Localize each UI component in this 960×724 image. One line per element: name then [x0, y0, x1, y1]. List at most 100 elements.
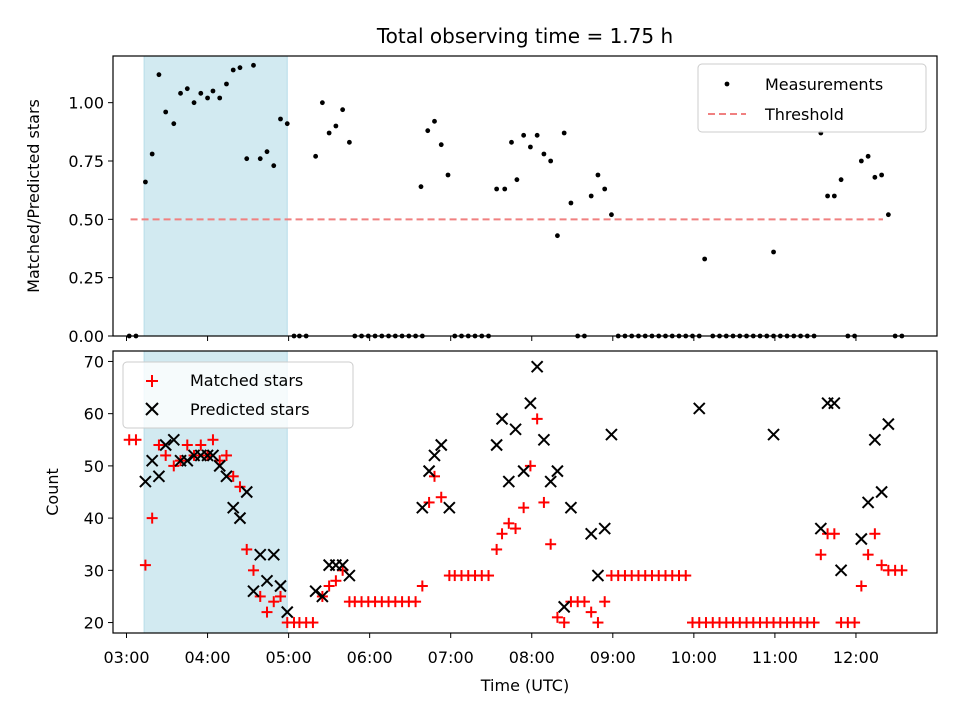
matched-star-point [531, 413, 543, 425]
measurement-point [865, 153, 871, 159]
top-x-ticks [126, 336, 857, 341]
matched-star-point [518, 502, 530, 514]
top-legend-frame [697, 63, 927, 133]
measurement-point [831, 193, 837, 199]
top-legend: Measurements Threshold [697, 63, 927, 133]
measurement-point [251, 62, 256, 68]
legend-predicted-stars-marker [145, 402, 159, 416]
measurement-point [609, 212, 614, 218]
bottom-y-tick-label: 40 [84, 509, 104, 528]
top-panel: 0.00 0.25 0.50 0.75 1.00 Total observing tim… [24, 24, 938, 346]
measurement-point [494, 186, 500, 192]
measurement-point [438, 142, 444, 148]
top-y-ticks: 0.00 0.25 0.50 0.75 1.00 [68, 94, 113, 346]
matched-star-point [578, 596, 590, 608]
matched-star-point [247, 564, 259, 576]
predicted-star-point [814, 522, 828, 535]
matched-star-point [849, 617, 861, 629]
predicted-star-point [206, 449, 220, 462]
measurement-point [568, 200, 574, 206]
measurement-point [879, 172, 885, 178]
predicted-star-point [502, 475, 515, 488]
measurement-point [237, 65, 243, 71]
measurement-point [858, 158, 864, 164]
measurement-point [418, 184, 424, 190]
top-y-tick-label: 1.00 [68, 94, 104, 113]
measurement-point [885, 212, 891, 218]
matched-star-point [435, 491, 447, 503]
predicted-star-point [584, 527, 598, 540]
measurement-point [528, 144, 533, 150]
predicted-star-point [416, 501, 429, 514]
matched-star-point [160, 449, 172, 461]
measurement-point [502, 186, 508, 192]
predicted-star-point [875, 485, 888, 499]
measurement-point [184, 86, 190, 92]
matched-star-point [227, 470, 239, 482]
measurement-point [561, 130, 567, 136]
bottom-y-tick-label: 60 [84, 405, 104, 424]
measurement-point [284, 121, 290, 127]
matched-star-point [139, 559, 151, 571]
predicted-star-point [227, 501, 240, 514]
matched-star-point [323, 580, 335, 592]
predicted-star-point [260, 574, 274, 587]
measurement-point [346, 139, 352, 145]
predicted-star-point [544, 475, 557, 488]
predicted-star-point [336, 558, 349, 572]
predicted-star-point [274, 579, 287, 593]
measurement-point [425, 128, 431, 134]
matched-star-point [261, 606, 273, 618]
predicted-star-point [435, 438, 448, 452]
predicted-star-point [537, 433, 551, 446]
predicted-star-point [591, 569, 605, 582]
matched-star-point [337, 564, 349, 576]
measurement-point [171, 121, 177, 127]
bottom-x-tick-label: 03:00 [103, 648, 149, 667]
measurement-point [340, 107, 346, 113]
measurement-point [872, 174, 878, 180]
measurement-point [825, 193, 830, 199]
matched-star-point [491, 543, 503, 555]
matched-star-point [241, 543, 253, 555]
top-y-tick-label: 0.50 [68, 210, 104, 229]
measurement-point [313, 153, 319, 159]
bottom-x-tick-label: 10:00 [671, 648, 717, 667]
measurement-point [257, 156, 263, 162]
bottom-x-tick-label: 06:00 [347, 648, 393, 667]
predicted-star-point [767, 428, 780, 441]
top-y-tick-label: 0.00 [68, 327, 104, 346]
matched-star-point [214, 455, 226, 467]
bottom-y-axis-label: Count [43, 468, 62, 516]
measurement-point [555, 233, 560, 239]
matched-star-point [423, 496, 435, 508]
predicted-star-point [495, 412, 509, 426]
predicted-star-point [220, 470, 233, 483]
predicted-star-point [605, 428, 618, 441]
measurement-point [163, 109, 169, 115]
predicted-star-point [517, 464, 530, 478]
measurement-point [143, 179, 148, 185]
bottom-axes-frame [112, 350, 938, 634]
matched-star-point [680, 570, 692, 582]
measurement-point [217, 95, 223, 101]
measurement-point [771, 249, 776, 255]
predicted-star-point [882, 417, 895, 431]
matched-star-point [815, 549, 827, 561]
measurement-point [271, 163, 277, 169]
matched-star-point [168, 460, 180, 472]
bottom-y-ticks: 20 30 40 50 60 70 [84, 352, 113, 633]
predicted-star-point [422, 464, 436, 478]
predicted-star-point [159, 438, 172, 452]
bottom-y-tick-label: 20 [84, 614, 104, 633]
bottom-plot-marks [123, 360, 908, 629]
measurement-point [319, 100, 325, 106]
predicted-star-point [564, 501, 578, 514]
measurement-point [595, 172, 601, 178]
bottom-x-tick-label: 12:00 [833, 648, 879, 667]
bottom-x-tick-label: 05:00 [266, 648, 312, 667]
predicted-star-point [309, 585, 322, 598]
matched-star-point [510, 523, 522, 535]
measurement-point [521, 132, 527, 138]
measurement-point [432, 118, 437, 124]
